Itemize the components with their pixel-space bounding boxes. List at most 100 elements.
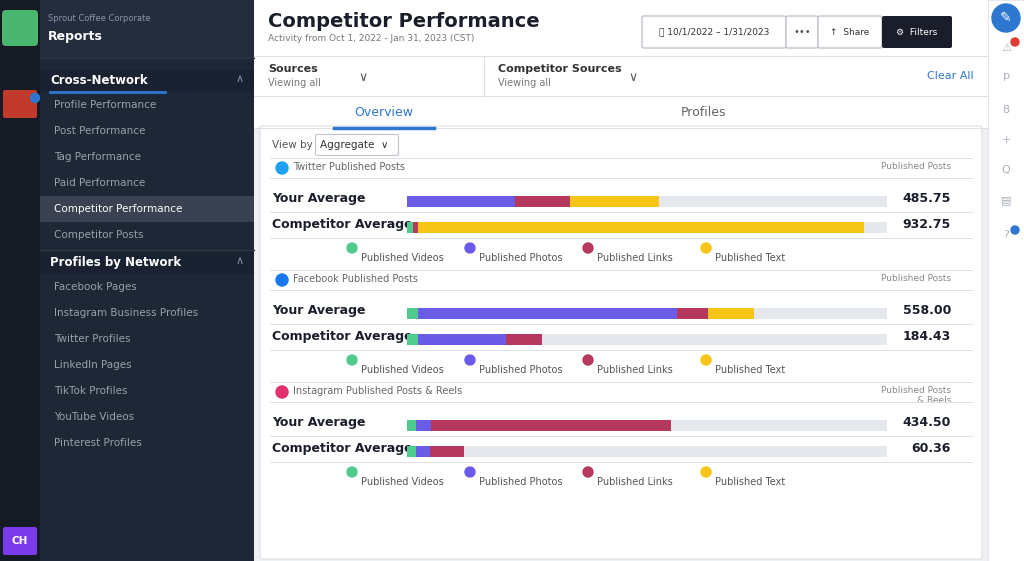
FancyBboxPatch shape (407, 308, 887, 319)
Text: Tag Performance: Tag Performance (54, 152, 141, 162)
Text: LinkedIn Pages: LinkedIn Pages (54, 360, 132, 370)
Text: Overview: Overview (354, 106, 414, 119)
Text: ∨: ∨ (358, 71, 368, 84)
Text: ∧: ∧ (236, 74, 244, 84)
Text: Published Links: Published Links (597, 477, 673, 487)
Text: ∧: ∧ (236, 256, 244, 266)
Circle shape (583, 467, 593, 477)
FancyBboxPatch shape (418, 334, 506, 345)
FancyBboxPatch shape (315, 135, 398, 155)
FancyBboxPatch shape (407, 196, 515, 207)
Text: Reports: Reports (48, 30, 102, 43)
Circle shape (701, 355, 711, 365)
Text: Profiles by Network: Profiles by Network (50, 256, 181, 269)
Circle shape (583, 243, 593, 253)
FancyBboxPatch shape (407, 446, 416, 457)
Text: Profile Performance: Profile Performance (54, 100, 157, 110)
Text: Aggregate  ∨: Aggregate ∨ (319, 140, 388, 150)
Text: Competitor Performance: Competitor Performance (54, 204, 182, 214)
FancyBboxPatch shape (407, 334, 418, 345)
Text: Published Videos: Published Videos (361, 365, 443, 375)
Text: Competitor Average: Competitor Average (272, 330, 413, 343)
Text: YouTube Videos: YouTube Videos (54, 412, 134, 422)
FancyBboxPatch shape (431, 420, 671, 431)
Circle shape (701, 467, 711, 477)
Circle shape (347, 243, 357, 253)
Text: Viewing all: Viewing all (268, 78, 321, 88)
Text: Published Photos: Published Photos (479, 477, 562, 487)
Text: Your Average: Your Average (272, 192, 366, 205)
FancyBboxPatch shape (3, 527, 37, 555)
Text: 932.75: 932.75 (903, 218, 951, 231)
FancyBboxPatch shape (515, 196, 570, 207)
FancyBboxPatch shape (0, 0, 40, 561)
FancyBboxPatch shape (414, 222, 418, 233)
Text: Published Videos: Published Videos (361, 253, 443, 263)
Text: Viewing all: Viewing all (498, 78, 551, 88)
Text: ∨: ∨ (628, 71, 637, 84)
Circle shape (276, 162, 288, 174)
Circle shape (1011, 226, 1019, 234)
Circle shape (992, 4, 1020, 32)
Text: View by: View by (272, 140, 312, 150)
Text: 60.36: 60.36 (911, 442, 951, 455)
Text: ↑  Share: ↑ Share (830, 27, 869, 36)
Text: 434.50: 434.50 (902, 416, 951, 429)
FancyBboxPatch shape (786, 16, 818, 48)
Text: Post Performance: Post Performance (54, 126, 145, 136)
Text: Published Posts: Published Posts (881, 274, 951, 283)
FancyBboxPatch shape (40, 0, 254, 58)
FancyBboxPatch shape (40, 70, 254, 92)
Text: Competitor Performance: Competitor Performance (268, 12, 540, 31)
FancyBboxPatch shape (407, 420, 416, 431)
Text: •••: ••• (794, 27, 811, 37)
Text: Published Photos: Published Photos (479, 253, 562, 263)
FancyBboxPatch shape (882, 16, 952, 48)
Text: Instagram Business Profiles: Instagram Business Profiles (54, 308, 198, 318)
Text: ▤: ▤ (1000, 195, 1012, 205)
FancyBboxPatch shape (407, 334, 887, 345)
FancyBboxPatch shape (407, 420, 887, 431)
FancyBboxPatch shape (407, 446, 887, 457)
FancyBboxPatch shape (642, 16, 786, 48)
FancyBboxPatch shape (430, 446, 464, 457)
Text: Competitor Average: Competitor Average (272, 442, 413, 455)
FancyBboxPatch shape (260, 126, 982, 559)
FancyBboxPatch shape (416, 446, 430, 457)
Circle shape (347, 355, 357, 365)
FancyBboxPatch shape (254, 96, 988, 128)
FancyBboxPatch shape (570, 196, 659, 207)
Text: Published Links: Published Links (597, 253, 673, 263)
Text: Paid Performance: Paid Performance (54, 178, 145, 188)
FancyBboxPatch shape (988, 0, 1024, 561)
Circle shape (465, 355, 475, 365)
Text: 558.00: 558.00 (902, 304, 951, 317)
FancyBboxPatch shape (416, 420, 431, 431)
FancyBboxPatch shape (40, 252, 254, 274)
Text: Published Text: Published Text (715, 253, 785, 263)
Text: Competitor Sources: Competitor Sources (498, 64, 622, 74)
Text: Pinterest Profiles: Pinterest Profiles (54, 438, 141, 448)
Text: Twitter Profiles: Twitter Profiles (54, 334, 130, 344)
FancyBboxPatch shape (254, 56, 988, 96)
Text: Twitter Published Posts: Twitter Published Posts (293, 162, 406, 172)
Text: 485.75: 485.75 (902, 192, 951, 205)
Text: Your Average: Your Average (272, 416, 366, 429)
Text: Profiles: Profiles (681, 106, 727, 119)
Text: p: p (1002, 71, 1010, 81)
FancyBboxPatch shape (254, 0, 988, 56)
Text: Clear All: Clear All (928, 71, 974, 81)
FancyBboxPatch shape (418, 222, 864, 233)
Text: Published Posts: Published Posts (881, 162, 951, 171)
Circle shape (276, 386, 288, 398)
Text: Cross-Network: Cross-Network (50, 74, 147, 87)
Text: Competitor Posts: Competitor Posts (54, 230, 143, 240)
Circle shape (276, 274, 288, 286)
Text: 📅 10/1/2022 – 1/31/2023: 📅 10/1/2022 – 1/31/2023 (658, 27, 769, 36)
Text: Published Text: Published Text (715, 365, 785, 375)
Circle shape (465, 467, 475, 477)
Text: Published Posts: Published Posts (881, 386, 951, 395)
Circle shape (701, 243, 711, 253)
Text: Published Text: Published Text (715, 477, 785, 487)
Text: ✎: ✎ (1000, 11, 1012, 25)
